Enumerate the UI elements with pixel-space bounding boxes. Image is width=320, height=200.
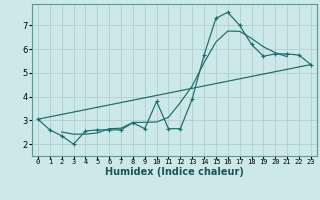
X-axis label: Humidex (Indice chaleur): Humidex (Indice chaleur)	[105, 167, 244, 177]
